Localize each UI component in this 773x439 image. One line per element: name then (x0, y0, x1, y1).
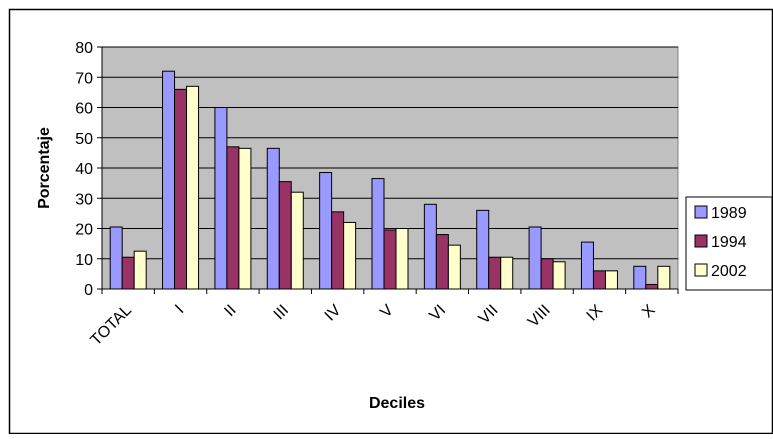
legend-swatch-1989 (694, 205, 708, 219)
bar-1994-I (174, 88, 188, 290)
y-axis-label: Porcentaje (36, 127, 53, 209)
bar-1989-II (214, 107, 228, 290)
bar-1994-III (278, 181, 292, 290)
bar-1989-IX (580, 241, 594, 290)
bar-1994-VI (435, 234, 449, 290)
bar-1994-II (226, 146, 240, 290)
legend: 1989 1994 2002 (685, 196, 773, 291)
bar-1994-VIII (540, 258, 554, 290)
bar-1994-V (383, 229, 397, 290)
bar-2002-V (395, 228, 409, 290)
bar-2002-VII (500, 256, 514, 290)
y-tick-label: 0 (84, 282, 93, 299)
bar-2002-IV (343, 221, 357, 290)
legend-swatch-1994 (694, 234, 708, 248)
y-tick-label: 70 (75, 70, 93, 87)
legend-label: 1994 (711, 234, 747, 251)
bar-1989-VII (476, 209, 490, 290)
bar-2002-IX (604, 270, 618, 290)
y-axis-ticks: 0 10 20 30 40 50 60 70 80 (75, 40, 102, 299)
bar-1994-IX (592, 270, 606, 290)
bar-1989-TOTAL (109, 226, 123, 290)
y-tick-label: 10 (75, 252, 93, 269)
bar-2002-TOTAL (133, 250, 147, 290)
bar-1989-I (162, 70, 176, 290)
y-tick-label: 30 (75, 191, 93, 208)
legend-swatch-2002 (694, 263, 708, 277)
x-axis-label: Deciles (369, 395, 425, 412)
y-tick-label: 40 (75, 161, 93, 178)
bar-1989-IV (319, 172, 333, 290)
bar-1989-VI (423, 203, 437, 290)
bars (109, 70, 671, 290)
bar-2002-I (186, 85, 200, 290)
bar-1989-III (266, 147, 280, 290)
bar-2002-III (290, 191, 304, 290)
bar-2002-VIII (552, 261, 566, 290)
bar-1994-VII (488, 256, 502, 290)
y-tick-label: 60 (75, 101, 93, 118)
bar-1989-VIII (528, 226, 542, 290)
legend-label: 1989 (711, 205, 747, 222)
bar-1989-V (371, 178, 385, 290)
bar-1994-IV (331, 211, 345, 290)
bar-1994-X (645, 283, 659, 290)
legend-label: 2002 (711, 263, 747, 280)
bar-1994-TOTAL (121, 256, 135, 290)
bar-1989-X (633, 265, 647, 290)
bar-2002-X (657, 265, 671, 290)
y-tick-label: 20 (75, 222, 93, 239)
y-tick-label: 80 (75, 40, 93, 57)
y-tick-label: 50 (75, 131, 93, 148)
bar-2002-II (238, 147, 252, 290)
bar-2002-VI (447, 244, 461, 290)
